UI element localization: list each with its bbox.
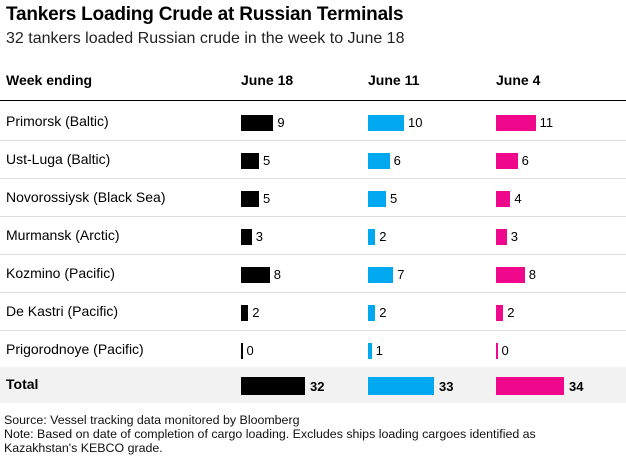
column-header-june-11: June 11 xyxy=(368,72,420,88)
bar-prigorodnoye-pacific-2 xyxy=(496,343,498,359)
value-label-prigorodnoye-pacific-0: 0 xyxy=(246,343,254,358)
row-separator xyxy=(0,140,626,141)
note-line-1: Note: Based on date of completion of car… xyxy=(4,427,536,441)
bar-kozmino-pacific-0 xyxy=(241,267,270,283)
value-label-prigorodnoye-pacific-2: 0 xyxy=(501,343,509,358)
value-label-murmansk-arctic-2: 3 xyxy=(510,229,519,244)
value-label-murmansk-arctic-1: 2 xyxy=(379,229,387,244)
column-header-june-18: June 18 xyxy=(241,72,294,88)
bar-de-kastri-pacific-0 xyxy=(241,305,249,321)
chart-subtitle: 32 tankers loaded Russian crude in the w… xyxy=(6,30,405,47)
row-label-novorossiysk-black-sea: Novorossiysk (Black Sea) xyxy=(6,189,166,205)
row-separator xyxy=(0,254,626,255)
value-label-total-1: 33 xyxy=(439,379,454,394)
bar-prigorodnoye-pacific-0 xyxy=(241,343,243,359)
value-label-kozmino-pacific-0: 8 xyxy=(273,267,282,282)
value-label-novorossiysk-black-sea-2: 4 xyxy=(514,191,522,206)
bar-kozmino-pacific-2 xyxy=(496,267,525,283)
row-label-de-kastri-pacific: De Kastri (Pacific) xyxy=(6,303,119,319)
value-label-kozmino-pacific-2: 8 xyxy=(528,267,537,282)
note-line-2: Kazakhstan's KEBCO grade. xyxy=(4,441,163,455)
value-label-murmansk-arctic-0: 3 xyxy=(255,229,264,244)
row-label-murmansk-arctic: Murmansk (Arctic) xyxy=(6,227,120,243)
value-label-de-kastri-pacific-2: 2 xyxy=(507,305,515,320)
value-label-total-2: 34 xyxy=(569,379,584,394)
bar-murmansk-arctic-0 xyxy=(241,229,252,245)
bar-prigorodnoye-pacific-1 xyxy=(368,343,372,359)
row-label-ust-luga-baltic: Ust-Luga (Baltic) xyxy=(6,151,111,167)
column-header-june-4: June 4 xyxy=(496,72,541,88)
bar-total-0 xyxy=(241,377,305,395)
value-label-primorsk-baltic-2: 11 xyxy=(539,115,554,130)
bar-ust-luga-baltic-1 xyxy=(368,153,390,169)
row-separator xyxy=(0,216,626,217)
value-label-novorossiysk-black-sea-0: 5 xyxy=(263,191,271,206)
value-label-de-kastri-pacific-1: 2 xyxy=(379,305,387,320)
bar-primorsk-baltic-2 xyxy=(496,115,536,131)
value-label-ust-luga-baltic-1: 6 xyxy=(393,153,401,168)
value-label-primorsk-baltic-1: 10 xyxy=(408,115,423,130)
bar-ust-luga-baltic-2 xyxy=(496,153,518,169)
bar-de-kastri-pacific-1 xyxy=(368,305,376,321)
chart-title: Tankers Loading Crude at Russian Termina… xyxy=(6,4,404,25)
value-label-de-kastri-pacific-0: 2 xyxy=(252,305,260,320)
bar-total-2 xyxy=(496,377,564,395)
value-label-ust-luga-baltic-0: 5 xyxy=(263,153,271,168)
value-label-primorsk-baltic-0: 9 xyxy=(277,115,285,130)
value-label-prigorodnoye-pacific-1: 1 xyxy=(375,343,383,358)
bar-novorossiysk-black-sea-2 xyxy=(496,191,511,207)
bar-murmansk-arctic-1 xyxy=(368,229,376,245)
source-note: Source: Vessel tracking data monitored b… xyxy=(4,413,300,427)
value-label-kozmino-pacific-1: 7 xyxy=(397,267,405,282)
bar-total-1 xyxy=(368,377,434,395)
row-label-prigorodnoye-pacific: Prigorodnoye (Pacific) xyxy=(6,341,144,357)
row-separator xyxy=(0,292,626,293)
bar-de-kastri-pacific-2 xyxy=(496,305,504,321)
chart-notes: Source: Vessel tracking data monitored b… xyxy=(4,413,622,455)
bar-ust-luga-baltic-0 xyxy=(241,153,259,169)
bar-kozmino-pacific-1 xyxy=(368,267,394,283)
row-label-kozmino-pacific: Kozmino (Pacific) xyxy=(6,265,115,281)
row-label-primorsk-baltic: Primorsk (Baltic) xyxy=(6,113,109,129)
value-label-total-0: 32 xyxy=(310,379,325,394)
bar-primorsk-baltic-1 xyxy=(368,115,404,131)
bar-murmansk-arctic-2 xyxy=(496,229,507,245)
total-label: Total xyxy=(6,376,39,392)
value-label-ust-luga-baltic-2: 6 xyxy=(521,153,529,168)
row-separator xyxy=(0,178,626,179)
header-rule xyxy=(0,100,626,101)
value-label-novorossiysk-black-sea-1: 5 xyxy=(390,191,398,206)
row-header: Week ending xyxy=(6,72,93,88)
bar-novorossiysk-black-sea-0 xyxy=(241,191,259,207)
row-separator xyxy=(0,330,626,331)
bar-primorsk-baltic-0 xyxy=(241,115,274,131)
bar-novorossiysk-black-sea-1 xyxy=(368,191,386,207)
